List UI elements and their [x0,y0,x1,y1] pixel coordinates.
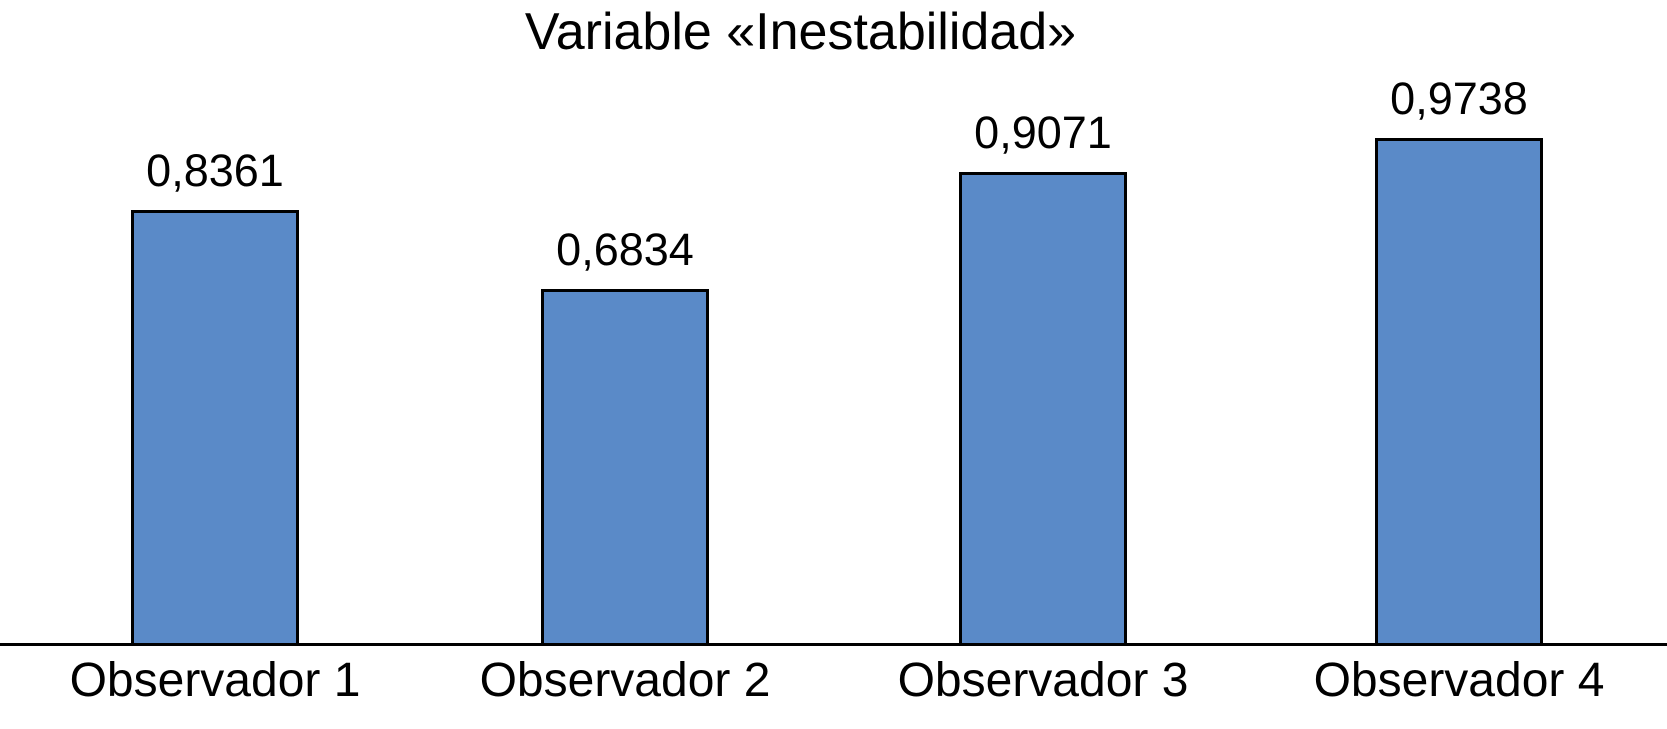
x-axis-category-label: Observador 1 [69,654,361,707]
bar-value-label: 0,8361 [146,145,284,196]
bar-value-label: 0,9738 [1390,73,1528,124]
bar-value-label: 0,6834 [556,224,694,275]
x-axis-category-label: Observador 2 [479,654,771,707]
x-axis-line [0,643,1667,646]
bar-group-observador-4: 0,9738 Observador 4 [1314,0,1605,729]
bar-group-observador-2: 0,6834 Observador 2 [480,0,771,729]
bar-observador-3 [959,172,1127,646]
x-axis-category-label: Observador 4 [1313,654,1605,707]
bar-observador-1 [131,210,299,646]
bar-observador-4 [1375,138,1543,646]
bar-group-observador-1: 0,8361 Observador 1 [70,0,361,729]
x-axis-category-label: Observador 3 [897,654,1189,707]
bar-observador-2 [541,289,709,646]
bar-value-label: 0,9071 [974,107,1112,158]
chart-title: Variable «Inestabilidad» [524,3,1077,61]
bar-group-observador-3: 0,9071 Observador 3 [898,0,1189,729]
